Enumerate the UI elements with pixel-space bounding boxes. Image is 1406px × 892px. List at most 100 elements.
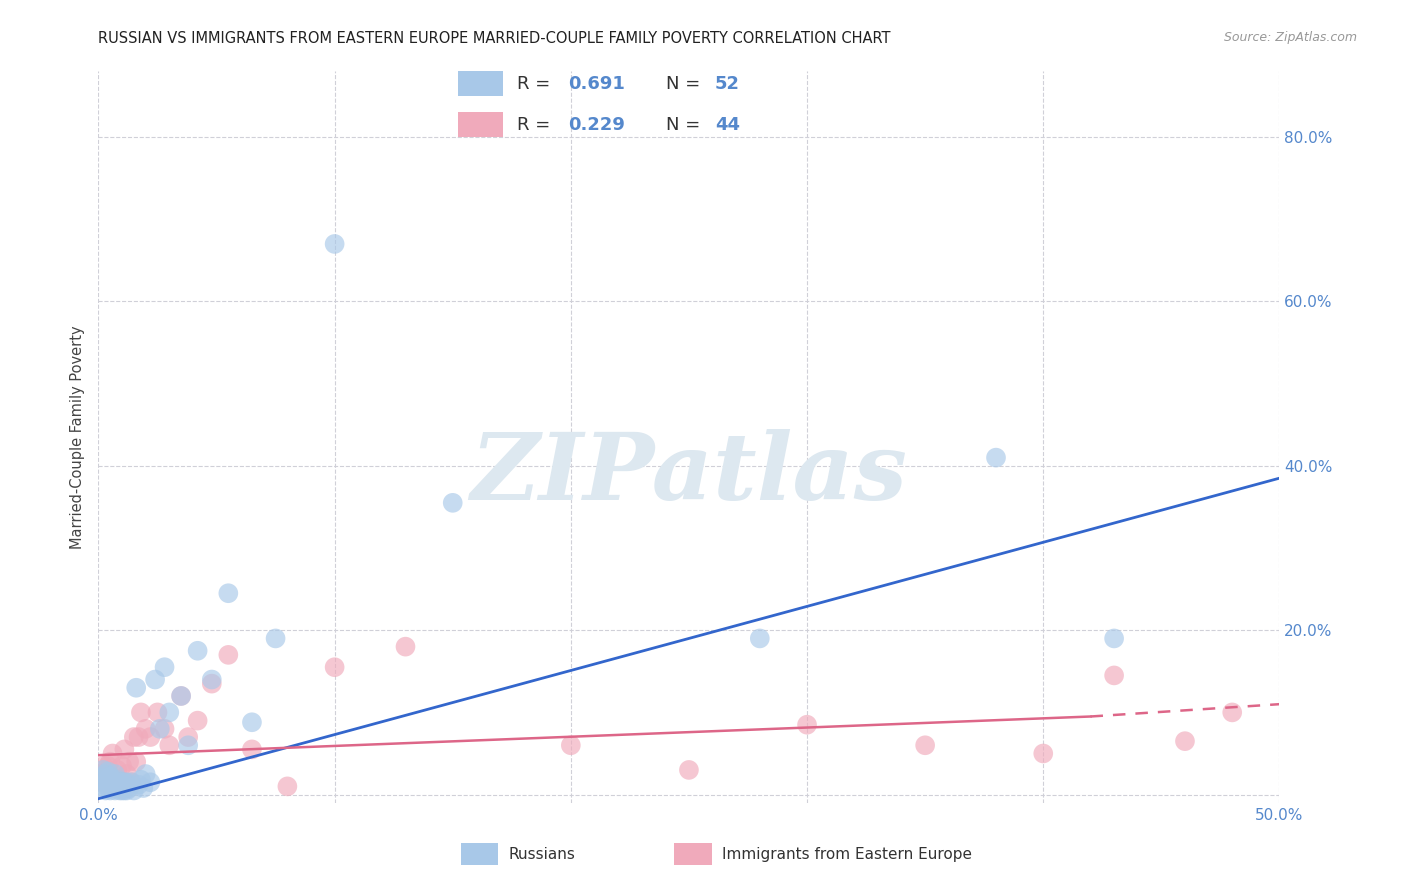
Point — [105, 763, 128, 777]
Text: 44: 44 — [714, 116, 740, 134]
Point — [217, 586, 239, 600]
Point — [91, 759, 114, 773]
Point — [112, 742, 135, 756]
Text: RUSSIAN VS IMMIGRANTS FROM EASTERN EUROPE MARRIED-COUPLE FAMILY POVERTY CORRELAT: RUSSIAN VS IMMIGRANTS FROM EASTERN EUROP… — [98, 31, 891, 46]
Point — [94, 767, 117, 781]
Point — [122, 783, 145, 797]
Point — [90, 767, 112, 781]
Point — [94, 767, 117, 781]
Point — [1032, 747, 1054, 761]
Point — [560, 739, 582, 753]
Point — [97, 764, 120, 779]
Bar — [458, 71, 502, 96]
Text: Russians: Russians — [509, 847, 575, 862]
Point — [135, 767, 157, 781]
Point — [101, 780, 124, 795]
Point — [240, 715, 263, 730]
Point — [98, 755, 121, 769]
Point — [112, 775, 135, 789]
Point — [441, 496, 464, 510]
Text: Source: ZipAtlas.com: Source: ZipAtlas.com — [1223, 31, 1357, 45]
Point — [111, 783, 134, 797]
Point — [177, 730, 200, 744]
Point — [125, 681, 148, 695]
Point — [217, 648, 239, 662]
Point — [112, 783, 135, 797]
Point — [97, 772, 120, 787]
Point — [914, 739, 936, 753]
Point — [276, 780, 298, 794]
Point — [105, 780, 128, 795]
Point — [177, 739, 200, 753]
Point — [323, 236, 346, 251]
Point — [108, 783, 131, 797]
Point — [748, 632, 770, 646]
Point — [104, 775, 127, 789]
Point — [121, 775, 143, 789]
Point — [115, 775, 138, 789]
Point — [91, 763, 114, 777]
Text: ZIPatlas: ZIPatlas — [471, 429, 907, 518]
Point — [201, 673, 224, 687]
Y-axis label: Married-Couple Family Poverty: Married-Couple Family Poverty — [70, 326, 86, 549]
Text: 0.691: 0.691 — [568, 75, 624, 93]
Point — [129, 706, 152, 720]
Point — [170, 689, 193, 703]
Text: R =: R = — [517, 75, 557, 93]
Point — [1102, 668, 1125, 682]
Point — [264, 632, 287, 646]
Point — [125, 755, 148, 769]
Point — [111, 775, 134, 789]
Text: N =: N = — [666, 75, 706, 93]
Point — [111, 759, 134, 773]
Point — [1220, 706, 1243, 720]
Point — [678, 763, 700, 777]
Point — [201, 676, 224, 690]
Bar — [675, 843, 711, 865]
Point — [153, 660, 176, 674]
Text: 52: 52 — [714, 75, 740, 93]
Point — [187, 714, 209, 728]
Point — [128, 778, 150, 792]
Point — [101, 771, 124, 785]
Point — [118, 755, 141, 769]
Point — [98, 775, 121, 789]
Point — [139, 730, 162, 744]
Point — [98, 778, 121, 792]
Point — [149, 722, 172, 736]
Point — [796, 717, 818, 731]
Bar — [458, 112, 502, 137]
Point — [1174, 734, 1197, 748]
Point — [118, 780, 141, 795]
Point — [115, 783, 138, 797]
Point — [97, 759, 120, 773]
Text: R =: R = — [517, 116, 557, 134]
Point — [101, 772, 124, 787]
Point — [104, 775, 127, 789]
Point — [94, 775, 117, 789]
Point — [240, 742, 263, 756]
Point — [98, 770, 121, 784]
Point — [115, 767, 138, 781]
Point — [146, 706, 169, 720]
Point — [108, 775, 131, 789]
Point — [104, 767, 127, 781]
Point — [143, 673, 166, 687]
Point — [90, 771, 112, 785]
Point — [91, 780, 114, 794]
Point — [323, 660, 346, 674]
Point — [153, 722, 176, 736]
Point — [128, 730, 150, 744]
Text: N =: N = — [666, 116, 706, 134]
Point — [187, 644, 209, 658]
Point — [105, 772, 128, 787]
Point — [97, 780, 120, 794]
Bar — [461, 843, 498, 865]
Point — [170, 689, 193, 703]
Text: Immigrants from Eastern Europe: Immigrants from Eastern Europe — [723, 847, 973, 862]
Point — [135, 722, 157, 736]
Point — [122, 730, 145, 744]
Point — [157, 739, 180, 753]
Point — [1102, 632, 1125, 646]
Text: 0.229: 0.229 — [568, 116, 624, 134]
